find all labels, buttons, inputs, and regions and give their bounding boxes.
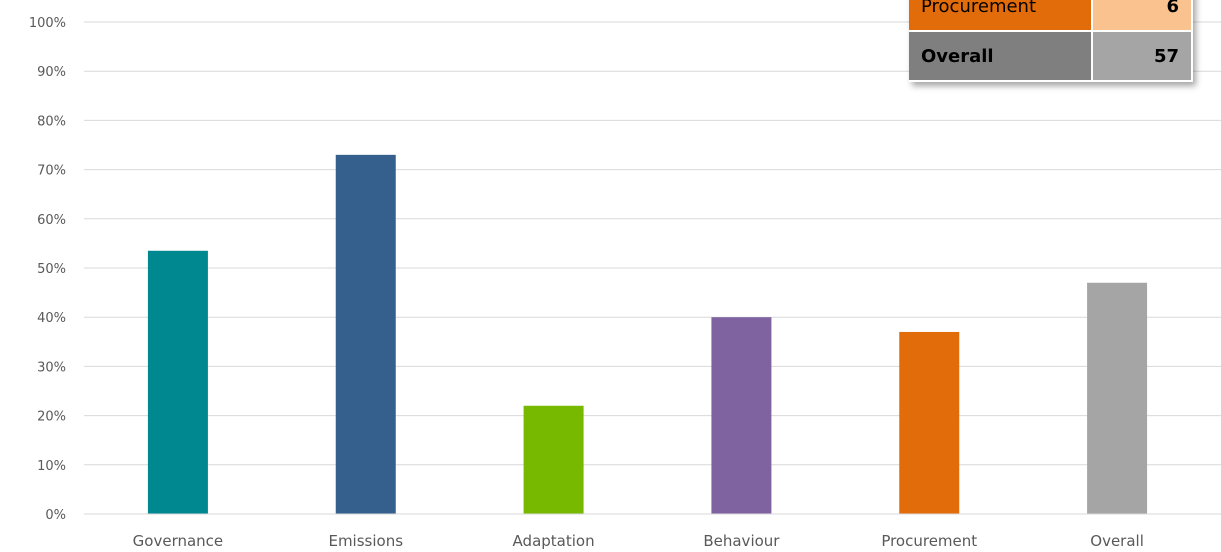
y-tick-label: 100% [29,16,66,31]
y-tick-label: 0% [45,508,66,523]
table-row-procurement: Procurement 6 [909,0,1193,32]
y-tick-label: 40% [37,311,66,326]
bar-behaviour [711,317,772,514]
y-axis-ticks: 0% 10% 20% 30% 40% 50% 60% 70% 80% 90% 100% [29,16,66,523]
x-tick-label: Governance [133,532,224,550]
bars [147,154,1148,514]
table-row-overall: Overall 57 [909,31,1193,82]
y-tick-label: 90% [37,65,66,80]
y-tick-label: 70% [37,164,66,179]
bar-procurement [899,331,960,514]
bar-emissions [335,154,396,514]
row-value: 6 [1092,0,1193,32]
row-label: Overall [909,31,1093,82]
gridlines [84,21,1221,466]
y-tick-label: 60% [37,213,66,228]
row-label: Procurement [909,0,1093,32]
y-tick-label: 20% [37,410,66,425]
y-tick-label: 10% [37,459,66,474]
x-tick-label: Behaviour [703,532,780,550]
y-tick-label: 50% [37,262,66,277]
bar-governance [147,250,208,514]
y-tick-label: 80% [37,114,66,129]
row-value: 57 [1092,31,1193,82]
bar-adaptation [523,405,584,514]
x-tick-label: Procurement [881,532,977,550]
score-table: Procurement 6 Overall 57 [909,0,1193,82]
x-tick-label: Emissions [328,532,403,550]
x-tick-label: Adaptation [513,532,595,550]
x-tick-label: Overall [1090,532,1144,550]
x-axis-labels: Governance Emissions Adaptation Behaviour Pr… [133,532,1144,550]
y-tick-label: 30% [37,360,66,375]
bar-overall [1087,282,1148,514]
